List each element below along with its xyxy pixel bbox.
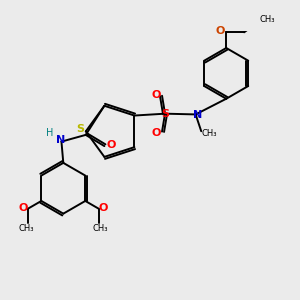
Text: O: O bbox=[151, 90, 160, 100]
Text: S: S bbox=[161, 109, 169, 119]
Text: H: H bbox=[46, 128, 53, 138]
Text: O: O bbox=[106, 140, 116, 150]
Text: CH₃: CH₃ bbox=[93, 224, 109, 233]
Text: CH₃: CH₃ bbox=[18, 224, 34, 233]
Text: S: S bbox=[76, 124, 84, 134]
Text: N: N bbox=[193, 110, 202, 120]
Text: O: O bbox=[99, 203, 108, 213]
Text: CH₃: CH₃ bbox=[202, 129, 217, 138]
Text: CH₃: CH₃ bbox=[260, 15, 275, 24]
Text: O: O bbox=[216, 26, 225, 36]
Text: N: N bbox=[56, 135, 65, 145]
Text: O: O bbox=[19, 203, 28, 213]
Text: O: O bbox=[151, 128, 160, 138]
